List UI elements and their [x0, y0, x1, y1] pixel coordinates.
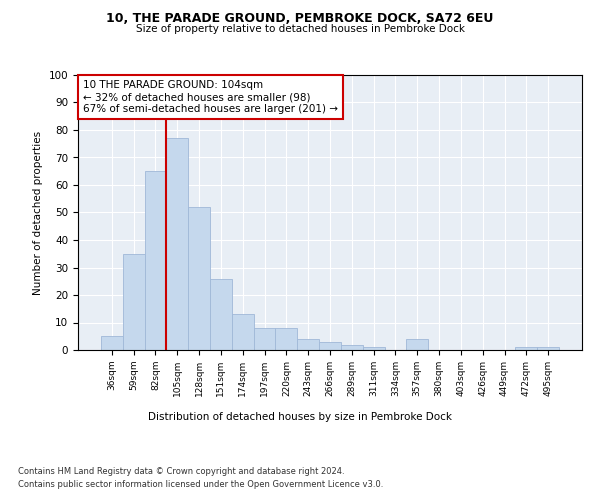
Bar	[210, 278, 232, 350]
Bar	[341, 344, 363, 350]
Bar	[515, 347, 537, 350]
Bar	[188, 207, 210, 350]
Bar	[254, 328, 275, 350]
Bar	[319, 342, 341, 350]
Bar	[123, 254, 145, 350]
Text: 10 THE PARADE GROUND: 104sqm
← 32% of detached houses are smaller (98)
67% of se: 10 THE PARADE GROUND: 104sqm ← 32% of de…	[83, 80, 338, 114]
Text: Distribution of detached houses by size in Pembroke Dock: Distribution of detached houses by size …	[148, 412, 452, 422]
Text: Contains HM Land Registry data © Crown copyright and database right 2024.: Contains HM Land Registry data © Crown c…	[18, 468, 344, 476]
Bar	[406, 339, 428, 350]
Text: 10, THE PARADE GROUND, PEMBROKE DOCK, SA72 6EU: 10, THE PARADE GROUND, PEMBROKE DOCK, SA…	[106, 12, 494, 26]
Bar	[537, 347, 559, 350]
Text: Contains public sector information licensed under the Open Government Licence v3: Contains public sector information licen…	[18, 480, 383, 489]
Bar	[145, 171, 166, 350]
Bar	[166, 138, 188, 350]
Bar	[101, 336, 123, 350]
Y-axis label: Number of detached properties: Number of detached properties	[33, 130, 43, 294]
Text: Size of property relative to detached houses in Pembroke Dock: Size of property relative to detached ho…	[136, 24, 464, 34]
Bar	[232, 314, 254, 350]
Bar	[275, 328, 297, 350]
Bar	[363, 347, 385, 350]
Bar	[297, 339, 319, 350]
